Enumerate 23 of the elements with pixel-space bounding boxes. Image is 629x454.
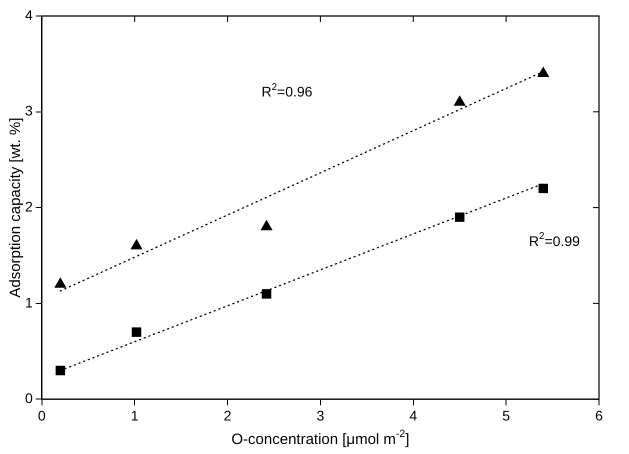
point: [454, 96, 466, 106]
x-tick-label: 5: [502, 407, 510, 424]
point: [132, 327, 142, 337]
y-axis-title: Adsorption capacity [wt. %]: [7, 118, 24, 298]
point: [454, 212, 464, 222]
point: [56, 366, 66, 376]
x-tick-label: 6: [595, 407, 604, 424]
point: [54, 278, 66, 288]
x-tick-label: 4: [409, 407, 418, 424]
point: [130, 239, 142, 250]
point: [260, 220, 272, 230]
y-tick-label: 0: [24, 390, 33, 406]
point: [262, 289, 272, 299]
y-tick-label: 4: [24, 6, 33, 23]
y-tick-label: 3: [24, 102, 33, 119]
x-tick-label: 0: [38, 407, 46, 424]
y-tick-label: 1: [24, 294, 33, 310]
point: [538, 66, 549, 77]
point: [538, 184, 548, 194]
x-tick-label: 1: [130, 407, 139, 424]
x-tick-label: 2: [224, 407, 232, 424]
y-tick-label: 2: [24, 198, 33, 214]
x-tick-label: 3: [316, 407, 324, 424]
